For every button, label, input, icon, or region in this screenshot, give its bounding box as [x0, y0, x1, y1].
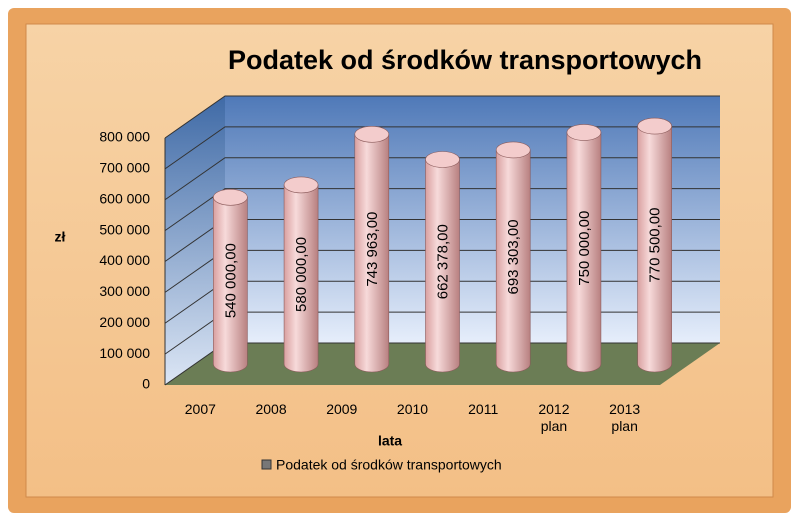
- bar: [354, 126, 390, 373]
- x-axis-label: lata: [378, 433, 402, 449]
- value-label: 580 000,00: [293, 237, 310, 312]
- value-label: 693 303,00: [505, 219, 522, 294]
- bar-body: [354, 134, 390, 373]
- y-tick-label: 200 000: [99, 314, 150, 330]
- x-tick-label: 2009: [326, 401, 358, 417]
- value-label: 750 000,00: [576, 211, 593, 286]
- value-label: 770 500,00: [647, 208, 664, 283]
- y-tick-label: 800 000: [99, 129, 150, 145]
- legend-label: Podatek od środków transportowych: [276, 457, 502, 473]
- y-tick-label: 600 000: [99, 190, 150, 206]
- grid-line: [164, 157, 720, 201]
- bar-top: [495, 141, 531, 159]
- bar: [213, 188, 248, 373]
- x-tick-label: 2007: [184, 401, 216, 417]
- bar-top: [566, 124, 602, 141]
- value-label: 743 963,00: [364, 212, 381, 287]
- bar: [283, 176, 319, 373]
- grid-line: [164, 95, 720, 139]
- value-label: 662 378,00: [434, 224, 451, 299]
- y-tick-label: 300 000: [99, 283, 150, 299]
- y-tick-label: 0: [142, 376, 150, 392]
- x-tick-label: 2008: [255, 401, 287, 417]
- x-tick-label: 2013 plan: [609, 401, 641, 434]
- y-tick-label: 100 000: [99, 345, 150, 361]
- y-tick-label: 700 000: [99, 160, 150, 176]
- bar-body: [283, 184, 319, 373]
- bar-top: [283, 176, 319, 194]
- value-label: 540 000,00: [222, 243, 239, 318]
- bar-body: [425, 159, 460, 373]
- bar: [566, 124, 602, 373]
- bar: [495, 141, 531, 373]
- x-tick-label: 2012 plan: [538, 401, 570, 434]
- bar: [425, 151, 460, 373]
- bar-top: [354, 126, 390, 143]
- y-tick-label: 400 000: [99, 252, 150, 268]
- bar-top: [637, 117, 672, 135]
- x-tick-label: 2010: [396, 401, 429, 417]
- legend-swatch: [261, 459, 272, 470]
- bar-body: [213, 196, 248, 373]
- bar-body: [495, 149, 531, 373]
- x-tick-label: 2011: [468, 401, 499, 417]
- bar-body: [637, 125, 672, 373]
- grid-line: [164, 188, 720, 232]
- y-tick-label: 500 000: [99, 221, 150, 237]
- bar-body: [566, 132, 602, 373]
- grid-line: [164, 126, 720, 170]
- chart-title: Podatek od środków transportowych: [228, 45, 702, 75]
- bar-top: [425, 151, 460, 168]
- y-axis-label: zł: [55, 229, 66, 245]
- bar-top: [213, 188, 248, 206]
- bar: [637, 117, 672, 373]
